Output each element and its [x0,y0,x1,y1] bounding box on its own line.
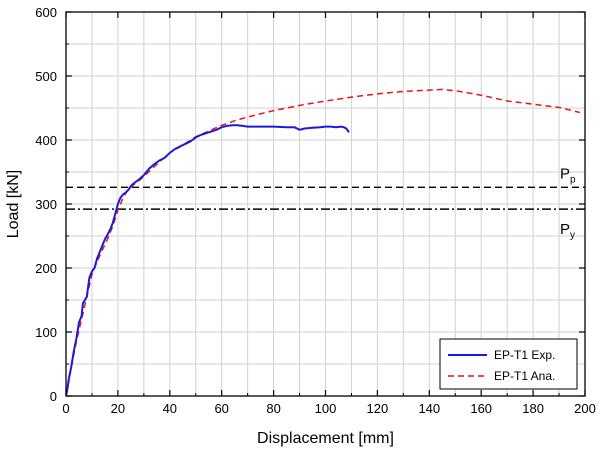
x-tick-label: 160 [470,401,492,416]
x-tick-label: 20 [111,401,125,416]
x-tick-label: 120 [367,401,389,416]
y-tick-label: 0 [50,389,57,404]
reference-label-subscript: y [570,230,575,241]
tick-labels: 0 20 40 60 80 100 120 140 160 180 200 0 100 200 300 400… [35,5,596,416]
x-tick-label: 80 [266,401,280,416]
grid [66,12,585,396]
legend: EP-T1 Exp. EP-T1 Ana. [439,338,578,390]
reference-label-p: Pp [560,165,576,185]
y-tick-label: 500 [35,69,57,84]
x-tick-label: 0 [62,401,69,416]
legend-box [439,338,578,390]
series-line-ana [66,88,580,396]
reference-label-y: Py [560,221,575,241]
legend-label-exp: EP-T1 Exp. [494,348,555,362]
y-tick-label: 600 [35,5,57,20]
y-tick-label: 100 [35,325,57,340]
y-tick-label: 300 [35,197,57,212]
axis-ticks [65,11,586,397]
reference-line-labels: Pp Py [560,165,576,241]
y-tick-label: 200 [35,261,57,276]
y-axis-title: Load [kN] [5,170,22,238]
y-tick-label: 400 [35,133,57,148]
x-tick-label: 40 [163,401,177,416]
x-tick-label: 100 [315,401,337,416]
x-axis-title: Displacement [mm] [257,430,394,447]
x-tick-label: 180 [522,401,544,416]
reference-lines [66,186,585,210]
x-tick-label: 200 [574,401,596,416]
x-tick-label: 60 [214,401,228,416]
series-lines [66,88,580,396]
series-line-exp [66,124,350,396]
reference-label-subscript: p [570,174,576,185]
legend-label-ana: EP-T1 Ana. [494,369,555,383]
x-tick-label: 140 [418,401,440,416]
